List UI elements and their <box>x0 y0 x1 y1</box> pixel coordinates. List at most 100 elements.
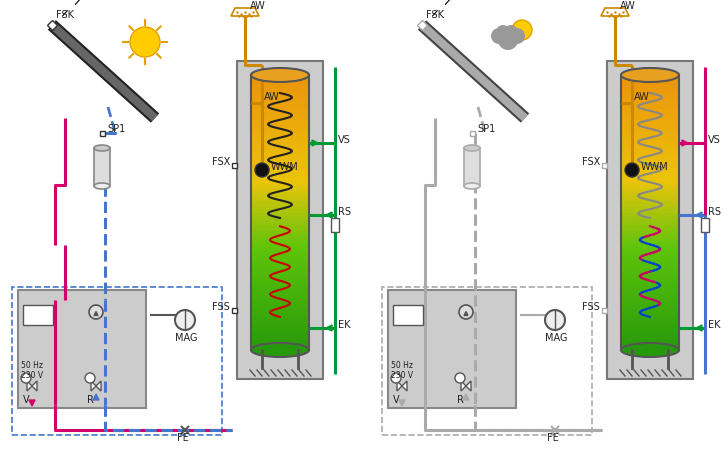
Polygon shape <box>461 381 466 391</box>
Ellipse shape <box>251 343 309 357</box>
Text: FSS: FSS <box>582 302 600 312</box>
Bar <box>621 85 679 89</box>
Bar <box>251 261 309 265</box>
Bar <box>621 96 679 100</box>
Bar <box>621 226 679 230</box>
Bar <box>251 133 309 138</box>
Bar <box>621 264 679 268</box>
Bar <box>621 106 679 110</box>
Bar <box>621 216 679 220</box>
Bar <box>621 312 679 316</box>
Bar <box>621 343 679 347</box>
Bar <box>100 130 105 135</box>
Bar <box>251 257 309 261</box>
Text: AW: AW <box>264 92 280 102</box>
Bar <box>621 322 679 327</box>
Bar <box>621 185 679 189</box>
Bar <box>621 137 679 141</box>
Bar <box>251 309 309 313</box>
Bar <box>12 287 222 435</box>
Bar <box>470 130 475 135</box>
Bar <box>251 202 309 206</box>
Bar <box>621 305 679 309</box>
Bar <box>621 309 679 313</box>
Bar <box>251 240 309 244</box>
Polygon shape <box>91 381 96 391</box>
Bar <box>251 195 309 199</box>
Bar <box>621 195 679 199</box>
Bar <box>251 247 309 251</box>
Bar <box>464 148 480 186</box>
Bar <box>621 133 679 138</box>
Text: WWM: WWM <box>271 162 298 172</box>
Bar <box>621 102 679 106</box>
Bar <box>621 78 679 83</box>
Bar <box>621 237 679 240</box>
Text: AW: AW <box>620 1 636 11</box>
Text: R: R <box>87 395 94 405</box>
Bar <box>251 154 309 158</box>
Bar <box>621 233 679 237</box>
Bar <box>251 274 309 278</box>
Bar <box>621 285 679 289</box>
Bar <box>621 230 679 234</box>
Bar <box>251 178 309 182</box>
Text: 230 V: 230 V <box>391 371 413 379</box>
Bar <box>388 290 516 408</box>
Bar <box>621 178 679 182</box>
Bar <box>621 316 679 320</box>
Polygon shape <box>402 381 407 391</box>
Bar <box>251 209 309 213</box>
Bar <box>621 250 679 254</box>
Bar <box>621 326 679 330</box>
Polygon shape <box>29 400 35 406</box>
Bar <box>621 189 679 193</box>
Text: MAG: MAG <box>175 333 197 343</box>
Bar <box>251 116 309 120</box>
Bar <box>251 223 309 227</box>
Circle shape <box>391 373 401 383</box>
Text: FSX: FSX <box>582 157 601 167</box>
Bar <box>621 295 679 299</box>
Polygon shape <box>326 212 332 218</box>
Bar <box>621 257 679 261</box>
Text: 50 Hz: 50 Hz <box>391 362 413 371</box>
Bar <box>621 261 679 265</box>
Polygon shape <box>312 140 318 146</box>
Text: V: V <box>393 395 400 405</box>
Bar <box>251 216 309 220</box>
Circle shape <box>512 20 532 40</box>
Circle shape <box>175 310 195 330</box>
Bar <box>601 162 606 167</box>
Bar <box>94 148 110 186</box>
Bar <box>251 319 309 323</box>
Bar <box>621 254 679 258</box>
Bar <box>621 267 679 272</box>
Text: FSK: FSK <box>426 10 444 20</box>
Bar <box>621 75 679 79</box>
Bar <box>621 340 679 344</box>
Text: RS: RS <box>708 207 721 217</box>
Polygon shape <box>399 400 405 406</box>
Polygon shape <box>601 8 629 16</box>
Circle shape <box>498 30 518 50</box>
Text: MAG: MAG <box>545 333 568 343</box>
Bar <box>621 223 679 227</box>
Text: AW: AW <box>250 1 266 11</box>
Bar <box>237 61 323 379</box>
Bar <box>251 102 309 106</box>
Bar <box>251 254 309 258</box>
Bar <box>621 147 679 151</box>
Bar <box>251 147 309 151</box>
Bar <box>251 233 309 237</box>
Polygon shape <box>94 312 98 316</box>
Bar <box>251 113 309 117</box>
Polygon shape <box>27 381 32 391</box>
Bar <box>251 291 309 295</box>
Bar <box>621 199 679 202</box>
Polygon shape <box>326 325 332 331</box>
Bar <box>621 336 679 340</box>
Bar <box>621 130 679 134</box>
Bar <box>601 308 606 313</box>
Bar <box>251 264 309 268</box>
